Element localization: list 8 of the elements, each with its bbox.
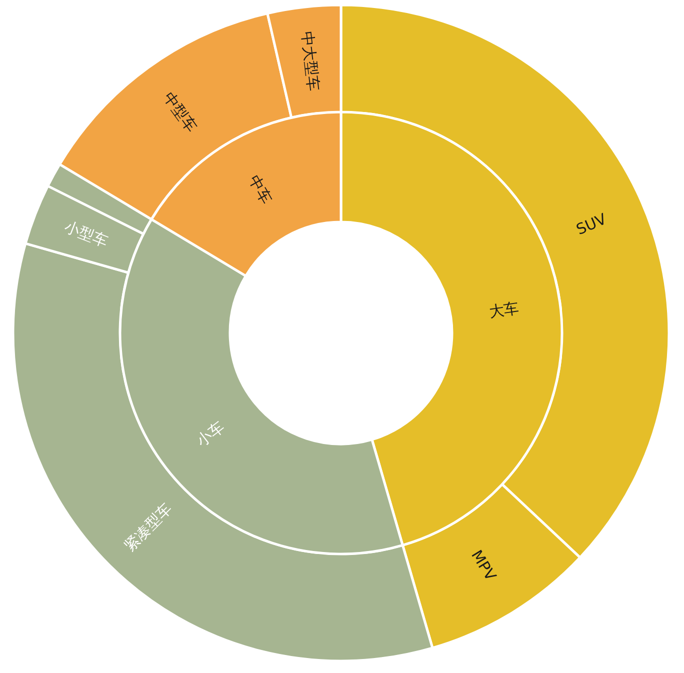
slice-label: 中车 xyxy=(244,172,276,207)
slice-label: 中大型车 xyxy=(298,30,323,92)
slice-label: 紧凑型车 xyxy=(120,500,176,555)
slice-label: 中型车 xyxy=(160,88,201,136)
slice-label: 大车 xyxy=(488,299,520,322)
slice-label: SUV xyxy=(574,210,610,239)
slice-label: 小型车 xyxy=(62,218,111,251)
slice-label: 小车 xyxy=(192,418,228,450)
